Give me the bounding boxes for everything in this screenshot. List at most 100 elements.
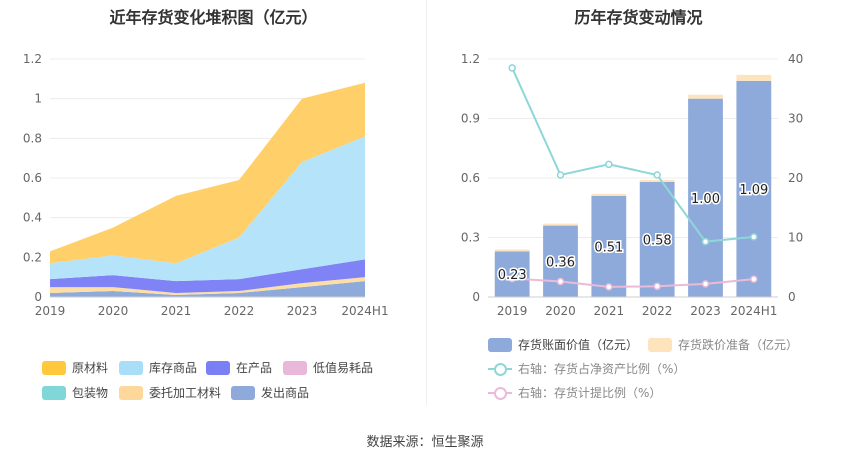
area-委托加工材料 <box>50 277 365 296</box>
legend-swatch <box>42 360 66 375</box>
bar-data-label: 0.58 <box>643 233 672 248</box>
point-provision-ratio <box>508 274 516 283</box>
left-y-tick-label: 1.2 <box>23 52 42 66</box>
bar-impairment <box>639 179 675 182</box>
point-provision-ratio <box>556 277 565 286</box>
legend-item-impairment[interactable]: 存货跌价准备（亿元） <box>648 336 798 353</box>
right-y2-tick-label: 20 <box>788 171 803 185</box>
left-x-tick-label: 2020 <box>98 304 129 318</box>
legend-item-net-asset-ratio[interactable]: 右轴：存货占净资产比例（%） <box>488 360 685 377</box>
legend-swatch <box>119 360 143 375</box>
bar-data-label: 0.23 <box>498 268 527 283</box>
left-y-tick-label: 0.4 <box>23 211 42 225</box>
left-x-tick-label: 2023 <box>287 304 318 318</box>
bar-impairment <box>494 249 530 252</box>
right-x-tick-label: 2022 <box>642 304 673 318</box>
right-x-tick-label: 2019 <box>497 304 528 318</box>
bar-impairment <box>591 193 627 196</box>
legend-swatch <box>283 360 307 375</box>
area-库存商品 <box>50 136 365 282</box>
right-y2-tick-label: 0 <box>788 290 796 304</box>
legend-item-finished-goods[interactable]: 库存商品 <box>119 359 197 376</box>
right-y-tick-label: 1.2 <box>461 52 480 66</box>
legend-label: 委托加工材料 <box>149 386 222 400</box>
legend-item-raw-materials[interactable]: 原材料 <box>42 359 108 376</box>
legend-swatch <box>488 337 512 352</box>
legend-item-provision-ratio[interactable]: 右轴：存货计提比例（%） <box>488 384 661 401</box>
bar-data-label: 1.09 <box>739 183 768 198</box>
bar-book-value <box>591 195 627 297</box>
bar-impairment <box>543 223 578 226</box>
right-y-tick-label: 0 <box>472 290 480 304</box>
point-provision-ratio <box>653 282 661 291</box>
right-x-tick-label: 2024H1 <box>730 304 777 318</box>
area-发出商品 <box>50 281 365 297</box>
legend-item-book-value[interactable]: 存货账面价值（亿元） <box>488 336 638 353</box>
point-provision-ratio <box>605 283 613 291</box>
right-y-tick-label: 0.3 <box>461 231 480 245</box>
bar-book-value <box>688 98 723 298</box>
legend-label: 原材料 <box>72 361 109 375</box>
right-y2-tick-label: 30 <box>788 112 803 126</box>
point-net-asset-ratio <box>701 237 710 246</box>
left-y-tick-label: 0 <box>34 290 42 304</box>
left-y-tick-label: 0.2 <box>23 250 42 264</box>
area-原材料 <box>50 82 365 264</box>
point-net-asset-ratio <box>750 233 758 241</box>
bar-impairment <box>688 94 723 99</box>
legend-swatch <box>231 385 255 400</box>
legend-swatch <box>119 385 143 400</box>
line-provision-ratio <box>512 277 754 288</box>
chart-divider <box>426 0 427 405</box>
legend-label: 存货跌价准备（亿元） <box>678 338 799 352</box>
point-net-asset-ratio <box>508 64 516 72</box>
left-y-tick-label: 0.8 <box>23 131 42 145</box>
bar-data-label: 0.51 <box>594 240 623 255</box>
legend-swatch <box>206 360 230 375</box>
left-y-tick-label: 0.6 <box>23 171 42 185</box>
bar-book-value <box>494 251 530 297</box>
left-x-tick-label: 2019 <box>35 304 66 318</box>
legend-item-consigned-materials[interactable]: 委托加工材料 <box>119 384 221 401</box>
data-source-note: 数据来源：恒生聚源 <box>366 435 484 450</box>
legend-swatch <box>488 386 512 400</box>
legend-item-wip[interactable]: 在产品 <box>206 359 272 376</box>
line-net-asset-ratio <box>511 67 754 243</box>
point-provision-ratio <box>750 275 758 283</box>
bar-data-label: 0.36 <box>546 255 575 270</box>
left-y-tick-label: 1 <box>34 92 42 106</box>
bar-data-label: 1.00 <box>691 192 720 207</box>
legend-label: 在产品 <box>236 361 273 375</box>
legend-label: 低值易耗品 <box>313 361 374 375</box>
legend-label: 库存商品 <box>149 361 198 375</box>
bar-book-value <box>736 80 772 297</box>
point-provision-ratio <box>701 280 710 288</box>
legend-label: 右轴：存货计提比例（%） <box>518 386 662 400</box>
right-y2-tick-label: 40 <box>788 52 803 66</box>
legend-item-goods-shipped[interactable]: 发出商品 <box>231 384 309 401</box>
legend-label: 右轴：存货占净资产比例（%） <box>518 362 686 376</box>
legend-label: 存货账面价值（亿元） <box>518 338 639 352</box>
bar-impairment <box>736 74 772 81</box>
legend-label: 发出商品 <box>261 386 310 400</box>
legend-item-packaging[interactable]: 包装物 <box>42 384 108 401</box>
area-在产品 <box>50 259 365 294</box>
left-x-tick-label: 2021 <box>161 304 192 318</box>
right-y2-tick-label: 10 <box>788 231 803 245</box>
left-x-tick-label: 2024H1 <box>341 304 388 318</box>
right-x-tick-label: 2020 <box>545 304 576 318</box>
left-x-tick-label: 2022 <box>224 304 255 318</box>
right-x-tick-label: 2021 <box>594 304 625 318</box>
bar-book-value <box>639 181 675 297</box>
point-net-asset-ratio <box>653 171 661 179</box>
legend-item-low-value-consumables[interactable]: 低值易耗品 <box>283 359 373 376</box>
right-y-tick-label: 0.9 <box>461 112 480 126</box>
legend-label: 包装物 <box>72 386 109 400</box>
legend-swatch <box>488 362 512 376</box>
point-net-asset-ratio <box>605 160 613 169</box>
right-chart-title: 历年存货变动情况 <box>574 8 703 27</box>
legend-swatch <box>42 385 66 400</box>
right-x-tick-label: 2023 <box>690 304 721 318</box>
right-y-tick-label: 0.6 <box>461 171 480 185</box>
